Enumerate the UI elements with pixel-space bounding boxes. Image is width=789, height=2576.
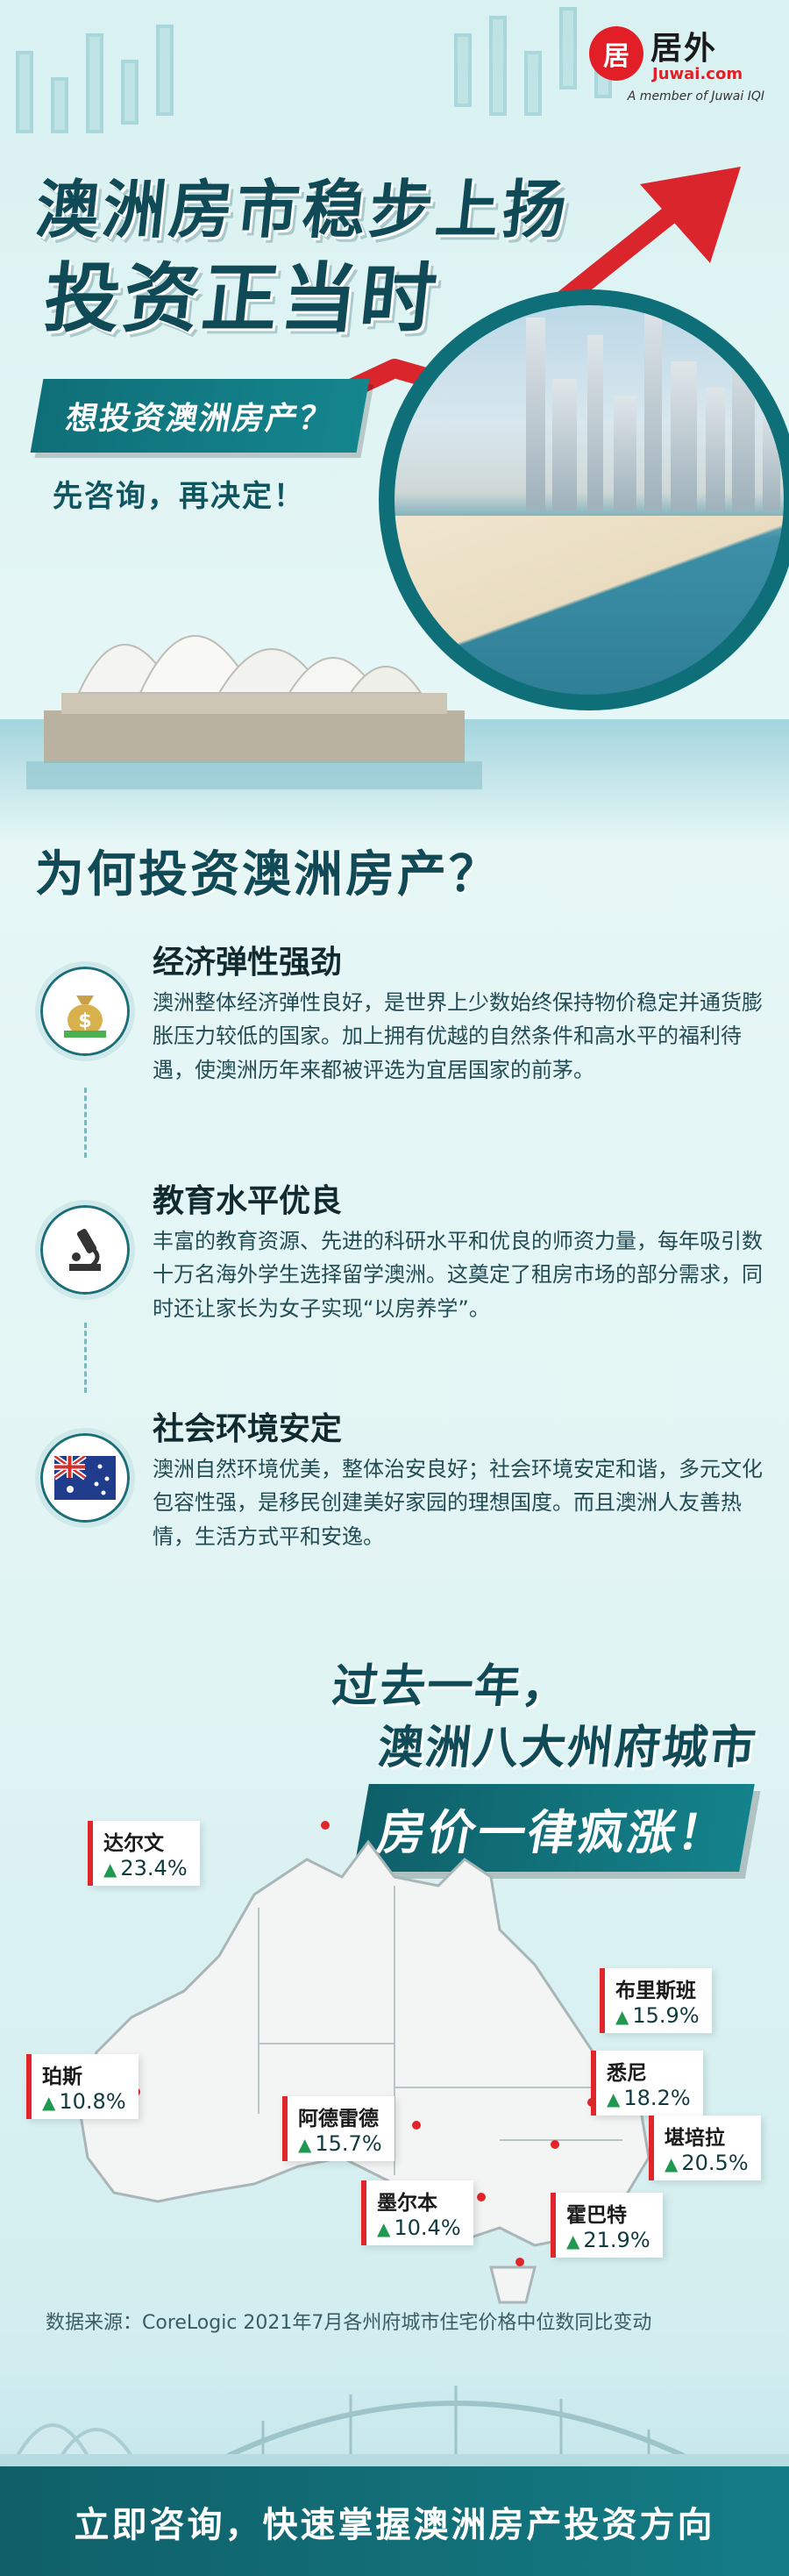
- up-arrow-icon: ▲: [377, 2218, 391, 2239]
- city-name: 达尔文: [103, 1832, 164, 1855]
- city-label-darwin: 达尔文 ▲ 23.4%: [88, 1821, 200, 1886]
- hero-section: 居 居外 Juwai.com A member of Juwai IQI 澳洲房…: [0, 0, 789, 842]
- gold-coast-photo: [394, 305, 784, 695]
- map-headline-line2: 澳洲八大州府城市: [375, 1722, 760, 1774]
- city-label-adelaide: 阿德雷德 ▲ 15.7%: [282, 2096, 394, 2161]
- canberra-marker: [551, 2140, 559, 2149]
- reason-title: 社会环境安定: [153, 1411, 343, 1447]
- data-source-note: 数据来源：CoreLogic 2021年7月各州府城市住宅价格中位数同比变动: [46, 2312, 652, 2334]
- logo-name-cn: 居外: [650, 31, 718, 67]
- darwin-marker: [321, 1821, 330, 1830]
- juwai-logo[interactable]: 居 居外 Juwai.com A member of Juwai IQI: [589, 23, 764, 111]
- map-headline-line1: 过去一年，: [330, 1660, 572, 1713]
- reason-body: 澳洲整体经济弹性良好，是世界上少数始终保持物价稳定并通货膨胀压力较低的国家。加上…: [153, 990, 763, 1082]
- why-section-title: 为何投资澳洲房产？: [35, 846, 501, 903]
- city-change: ▲ 15.7%: [298, 2131, 382, 2156]
- hero-subline: 先咨询，再决定！: [53, 479, 305, 514]
- city-label-sydney: 悉尼 ▲ 18.2%: [591, 2051, 703, 2116]
- opera-house-illustration: [26, 635, 482, 789]
- australia-flag-icon: [35, 1428, 135, 1528]
- up-arrow-icon: ▲: [615, 2006, 629, 2027]
- city-label-canberra: 堪培拉 ▲ 20.5%: [649, 2116, 761, 2180]
- city-name: 布里斯班: [615, 1980, 696, 2002]
- city-change: ▲ 23.4%: [103, 1856, 188, 1880]
- reason-title: 经济弹性强劲: [153, 945, 343, 981]
- city-name: 悉尼: [607, 2062, 647, 2085]
- timeline-connector: [84, 1088, 87, 1158]
- up-arrow-icon: ▲: [298, 2134, 312, 2155]
- city-label-perth: 珀斯 ▲ 10.8%: [26, 2054, 139, 2119]
- reason-title: 教育水平优良: [153, 1183, 343, 1219]
- gold-coast-photo-frame: [379, 289, 789, 710]
- logo-mark-icon: 居: [589, 26, 643, 81]
- up-arrow-icon: ▲: [607, 2088, 621, 2109]
- logo-tagline: A member of Juwai IQI: [627, 89, 764, 103]
- hero-question-badge: 想投资澳洲房产？: [30, 379, 370, 453]
- up-arrow-icon: ▲: [103, 1859, 117, 1880]
- cta-label: 立即咨询，快速掌握澳洲房产投资方向: [74, 2504, 715, 2545]
- city-change: ▲ 20.5%: [665, 2151, 749, 2175]
- svg-text:$: $: [78, 1010, 91, 1032]
- up-arrow-icon: ▲: [42, 2092, 56, 2113]
- city-change: ▲ 10.4%: [377, 2216, 461, 2240]
- city-label-brisbane: 布里斯班 ▲ 15.9%: [600, 1968, 712, 2033]
- city-change: ▲ 10.8%: [42, 2089, 126, 2114]
- timeline-connector: [84, 1323, 87, 1393]
- background-chart-bars: [16, 7, 612, 133]
- reason-body: 澳洲自然环境优美，整体治安良好；社会环境安定和谐，多元文化包容性强，是移民创建美…: [153, 1457, 763, 1549]
- city-name: 堪培拉: [665, 2127, 725, 2150]
- consult-cta-banner[interactable]: 立即咨询，快速掌握澳洲房产投资方向: [0, 2466, 789, 2576]
- reason-body: 丰富的教育资源、先进的科研水平和优良的师资力量，每年吸引数十万名海外学生选择留学…: [153, 1229, 763, 1321]
- city-change: ▲ 15.9%: [615, 2003, 700, 2028]
- city-name: 阿德雷德: [298, 2108, 379, 2130]
- city-name: 霍巴特: [566, 2204, 627, 2227]
- hobart-marker: [515, 2258, 524, 2266]
- city-change: ▲ 18.2%: [607, 2086, 691, 2110]
- sydney-skyline-illustration: [0, 2386, 789, 2473]
- city-label-hobart: 霍巴特 ▲ 21.9%: [551, 2193, 663, 2258]
- melbourne-marker: [477, 2193, 486, 2201]
- logo-name-en: Juwai.com: [652, 65, 743, 83]
- adelaide-marker: [412, 2121, 421, 2130]
- australia-map: [79, 1839, 650, 2304]
- city-name: 珀斯: [42, 2066, 82, 2088]
- up-arrow-icon: ▲: [665, 2153, 679, 2174]
- up-arrow-icon: ▲: [566, 2230, 580, 2251]
- city-label-melbourne: 墨尔本 ▲ 10.4%: [361, 2180, 473, 2245]
- city-change: ▲ 21.9%: [566, 2228, 650, 2252]
- money-bag-icon: $: [35, 961, 135, 1061]
- city-name: 墨尔本: [377, 2192, 437, 2215]
- microscope-icon: [35, 1200, 135, 1300]
